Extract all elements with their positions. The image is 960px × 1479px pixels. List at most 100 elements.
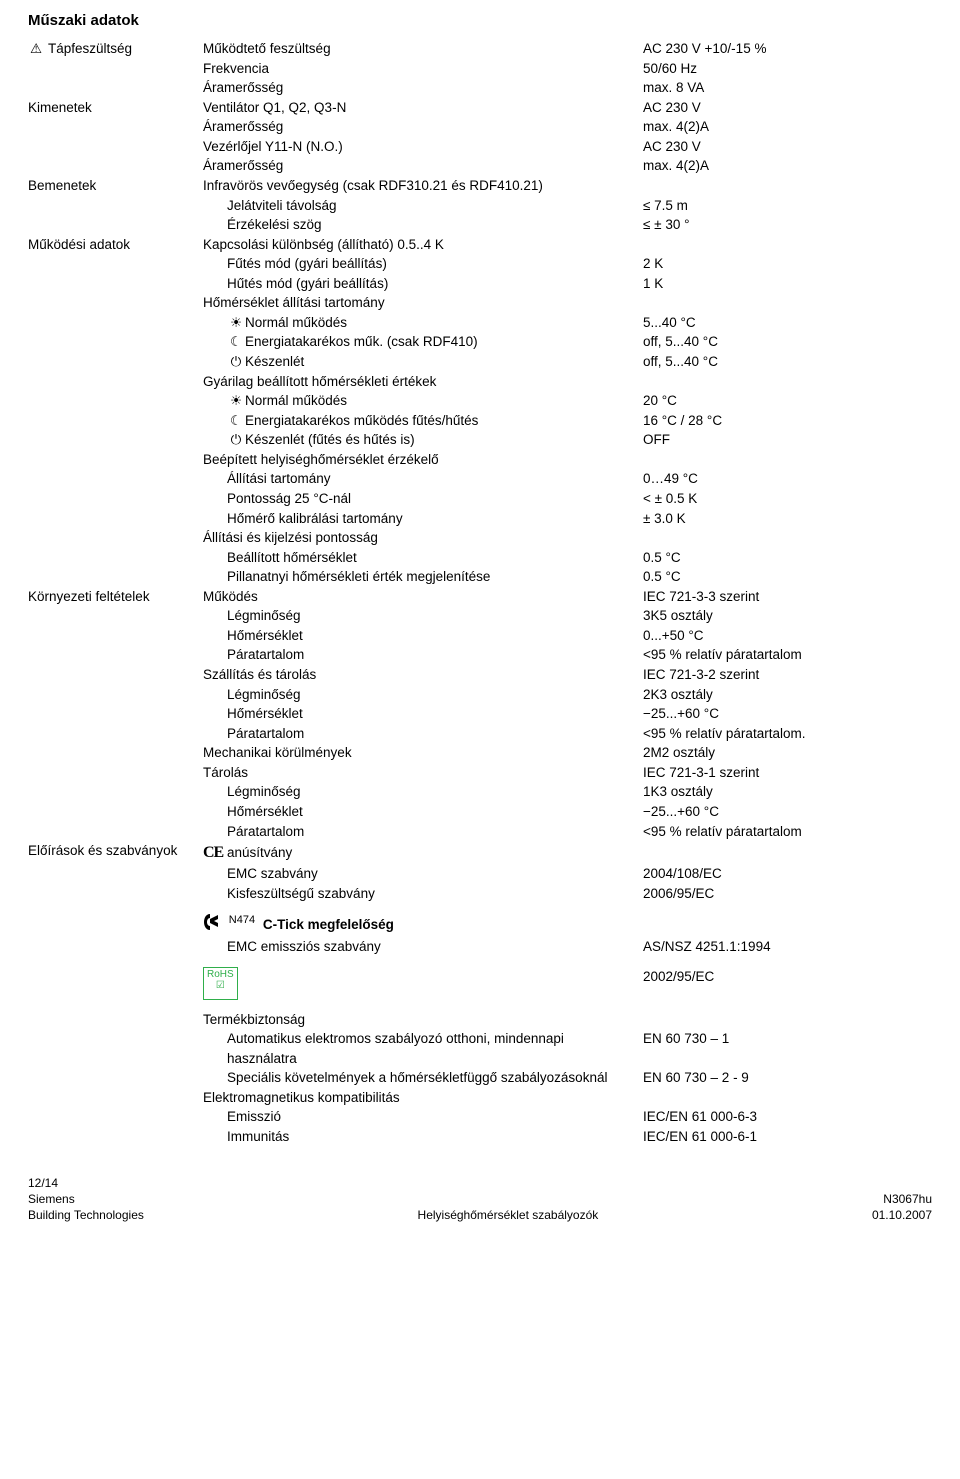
key: Ventilátor Q1, Q2, Q3-N [203,98,643,118]
val: AS/NSZ 4251.1:1994 [643,937,932,957]
section-opdata: Működési adatok [28,235,203,255]
val: EN 60 730 – 2 - 9 [643,1068,932,1088]
key: CE anúsítvány [203,841,643,864]
val: 2002/95/EC [643,967,932,987]
key: EMC szabvány [203,864,643,884]
section-outputs: Kimenetek [28,98,203,118]
power-icon: ⏻ [227,352,245,372]
key: Fűtés mód (gyári beállítás) [203,254,643,274]
power-icon: ⏻ [227,430,245,450]
val: 2 K [643,254,932,274]
key: Működés [203,587,643,607]
sun-icon: ☀ [227,313,245,333]
val: 5...40 °C [643,313,932,333]
key: Páratartalom [203,724,643,744]
val: 20 °C [643,391,932,411]
key: Hűtés mód (gyári beállítás) [203,274,643,294]
footer-page: 12/14 [28,1176,144,1192]
val: 2K3 osztály [643,685,932,705]
key: Tárolás [203,763,643,783]
key: Áramerősség [203,78,643,98]
val: <95 % relatív páratartalom [643,645,932,665]
key: Jelátviteli távolság [203,196,643,216]
val: IEC/EN 61 000-6-1 [643,1127,932,1147]
val: AC 230 V +10/-15 % [643,39,932,59]
key: Állítási tartomány [203,469,643,489]
key: Immunitás [203,1127,643,1147]
key: N474 C-Tick megfelelőség [203,913,643,937]
val: 1 K [643,274,932,294]
key: ☀Normál működés [203,313,643,333]
key: Automatikus elektromos szabályozó otthon… [203,1029,643,1068]
section-power: ⚠Tápfeszültség [28,39,203,59]
key: Páratartalom [203,645,643,665]
footer-date: 01.10.2007 [872,1208,932,1224]
val: <95 % relatív páratartalom. [643,724,932,744]
moon-icon: ☾ [227,411,245,431]
footer-division: Building Technologies [28,1208,144,1224]
key: Hőmérséklet állítási tartomány [203,293,643,313]
key: Gyárilag beállított hőmérsékleti értékek [203,372,643,392]
val: −25...+60 °C [643,802,932,822]
key: Légminőség [203,782,643,802]
key: Frekvencia [203,59,643,79]
key: Hőmérő kalibrálási tartomány [203,509,643,529]
val: AC 230 V [643,137,932,157]
val: IEC 721-3-2 szerint [643,665,932,685]
val: ≤ 7.5 m [643,196,932,216]
key: Légminőség [203,606,643,626]
key: Speciális követelmények a hőmérsékletfüg… [203,1068,643,1088]
section-inputs: Bemenetek [28,176,203,196]
key: ⏻Készenlét (fűtés és hűtés is) [203,430,643,450]
warning-icon: ⚠ [28,39,44,59]
val: max. 4(2)A [643,156,932,176]
key: Működtető feszültség [203,39,643,59]
page-footer: 12/14 Siemens Building Technologies Hely… [28,1176,932,1223]
val: 0...+50 °C [643,626,932,646]
key: Infravörös vevőegység (csak RDF310.21 és… [203,176,643,196]
key: RoHS [203,967,643,1000]
key: Szállítás és tárolás [203,665,643,685]
key: ☾Energiatakarékos műk. (csak RDF410) [203,332,643,352]
key: Kapcsolási különbség (állítható) 0.5..4 … [203,235,643,255]
val: off, 5...40 °C [643,332,932,352]
moon-icon: ☾ [227,332,245,352]
val: 0.5 °C [643,548,932,568]
key: ☾Energiatakarékos működés fűtés/hűtés [203,411,643,431]
footer-doctitle: Helyiséghőmérséklet szabályozók [418,1208,599,1224]
val: 50/60 Hz [643,59,932,79]
val: IEC/EN 61 000-6-3 [643,1107,932,1127]
section-standards: Előírások és szabványok [28,841,203,861]
ctick-icon [203,913,225,937]
val: ± 3.0 K [643,509,932,529]
page-title: Műszaki adatok [28,12,932,29]
key: Pillanatnyi hőmérsékleti érték megjelení… [203,567,643,587]
rohs-icon: RoHS [203,967,238,1000]
key: Pontosság 25 °C-nál [203,489,643,509]
val: 16 °C / 28 °C [643,411,932,431]
val: IEC 721-3-3 szerint [643,587,932,607]
val: ≤ ± 30 ° [643,215,932,235]
key: Hőmérséklet [203,704,643,724]
val: AC 230 V [643,98,932,118]
key: Légminőség [203,685,643,705]
key: Hőmérséklet [203,802,643,822]
val: 2004/108/EC [643,864,932,884]
key: Érzékelési szög [203,215,643,235]
key: Elektromagnetikus kompatibilitás [203,1088,643,1108]
key: Mechanikai körülmények [203,743,643,763]
footer-company: Siemens [28,1192,144,1208]
val: −25...+60 °C [643,704,932,724]
val: 2M2 osztály [643,743,932,763]
key: Páratartalom [203,822,643,842]
key: EMC emissziós szabvány [203,937,643,957]
val: OFF [643,430,932,450]
val: off, 5...40 °C [643,352,932,372]
key: Emisszió [203,1107,643,1127]
val: 0.5 °C [643,567,932,587]
val: 0…49 °C [643,469,932,489]
key: Termékbiztonság [203,1010,643,1030]
key: Beépített helyiséghőmérséklet érzékelő [203,450,643,470]
val: 1K3 osztály [643,782,932,802]
val: EN 60 730 – 1 [643,1029,932,1049]
